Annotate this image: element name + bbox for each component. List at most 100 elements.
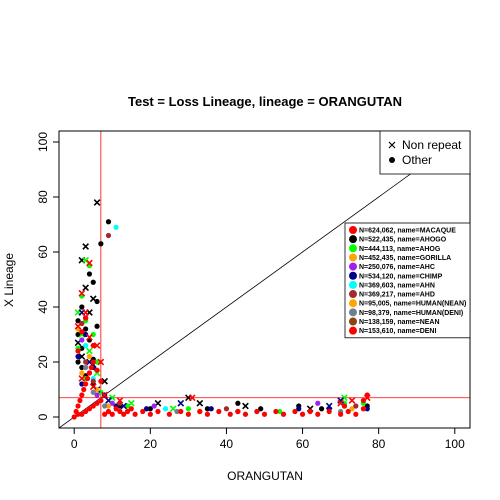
series-legend-label: N=452,435, name=GORILLA — [359, 255, 451, 262]
data-point — [174, 408, 180, 415]
data-point — [94, 400, 100, 406]
data-point — [83, 408, 89, 415]
series-legend-label: N=138,159, name=NEAN — [359, 319, 440, 326]
data-point — [143, 406, 150, 412]
data-point — [277, 408, 283, 415]
y-tick-label: 40 — [36, 300, 50, 314]
data-point-x — [177, 399, 185, 407]
data-point — [75, 348, 81, 354]
data-point — [88, 364, 94, 371]
data-point — [349, 406, 355, 412]
x-tick-label: 80 — [372, 437, 386, 451]
data-point — [124, 403, 131, 409]
series-legend: N=624,062, name=MACAQUE N=522,435, name=A… — [344, 222, 471, 339]
data-point — [79, 381, 85, 387]
data-point — [79, 364, 85, 371]
data-point — [90, 389, 96, 395]
data-point-x — [78, 289, 86, 297]
data-point — [83, 326, 89, 332]
data-point-x — [86, 259, 93, 267]
data-point — [208, 406, 214, 412]
y-tick-label: 80 — [36, 190, 50, 204]
data-point — [296, 406, 302, 412]
data-point — [242, 411, 249, 417]
data-point — [360, 406, 367, 412]
data-point — [353, 403, 359, 409]
x-tick-label: 20 — [144, 437, 158, 451]
data-point — [86, 406, 93, 412]
data-point — [132, 411, 138, 417]
data-point-x — [74, 322, 82, 330]
data-point-x — [348, 397, 356, 404]
legend-swatch — [349, 326, 357, 335]
data-point — [94, 367, 100, 373]
series-9 — [79, 232, 359, 412]
x-tick-label: 100 — [445, 437, 465, 451]
data-point — [128, 406, 134, 412]
series-4 — [78, 309, 344, 410]
data-point — [102, 403, 108, 409]
data-point — [318, 406, 325, 412]
data-point — [90, 403, 96, 409]
data-point — [258, 406, 264, 412]
data-point — [79, 392, 85, 398]
data-point — [109, 411, 115, 417]
data-point-x — [82, 243, 90, 250]
legend-marker-x — [388, 141, 396, 149]
data-point — [86, 353, 93, 360]
data-point — [79, 370, 85, 376]
series-legend-label: N=153,610, name=DENI — [359, 328, 436, 335]
data-point-x — [242, 402, 249, 410]
data-point — [364, 392, 370, 398]
series-2 — [74, 256, 348, 413]
data-point — [227, 411, 233, 417]
data-point — [86, 271, 93, 277]
data-point — [254, 408, 260, 415]
data-point — [105, 403, 112, 409]
data-point-x — [78, 353, 86, 360]
data-point — [94, 298, 100, 305]
data-point — [235, 400, 241, 406]
series-legend-box — [344, 222, 471, 339]
legend-swatch — [349, 308, 357, 317]
legend-swatch — [349, 299, 357, 308]
data-point — [341, 403, 348, 409]
data-point — [204, 411, 211, 417]
data-point — [90, 342, 96, 349]
data-point — [90, 378, 96, 384]
data-point — [151, 403, 157, 409]
y-tick-label: 60 — [36, 245, 50, 259]
data-point-x — [101, 377, 109, 385]
data-point — [147, 411, 153, 417]
data-point — [105, 232, 112, 239]
legend-swatch — [349, 280, 357, 289]
y-tick-label: 20 — [36, 355, 50, 369]
reference-lines — [59, 131, 470, 428]
x-tick-label: 60 — [296, 437, 310, 451]
data-point — [90, 359, 96, 365]
legend-swatch — [349, 253, 357, 262]
data-point-x — [89, 383, 97, 391]
data-point — [121, 411, 127, 417]
series-legend-label: N=534,120, name=CHIMP — [359, 273, 443, 280]
data-point — [326, 408, 332, 415]
data-points — [71, 199, 371, 420]
data-point-x — [116, 397, 124, 404]
data-point-x — [188, 394, 196, 402]
legend-swatch — [349, 244, 357, 253]
data-point — [338, 411, 344, 417]
series-legend-label: N=624,062, name=MACAQUE — [359, 228, 456, 235]
series-legend-label: N=522,435, name=AHOGO — [359, 237, 447, 244]
data-point — [77, 397, 83, 404]
data-point-x — [93, 199, 101, 206]
series-8 — [75, 326, 355, 415]
data-point — [162, 406, 169, 412]
data-point — [98, 241, 104, 247]
marker-legend-box — [379, 130, 471, 175]
data-point — [75, 318, 81, 324]
data-point — [75, 403, 81, 409]
data-point — [79, 304, 85, 310]
data-point — [79, 329, 85, 335]
data-point — [113, 224, 119, 230]
